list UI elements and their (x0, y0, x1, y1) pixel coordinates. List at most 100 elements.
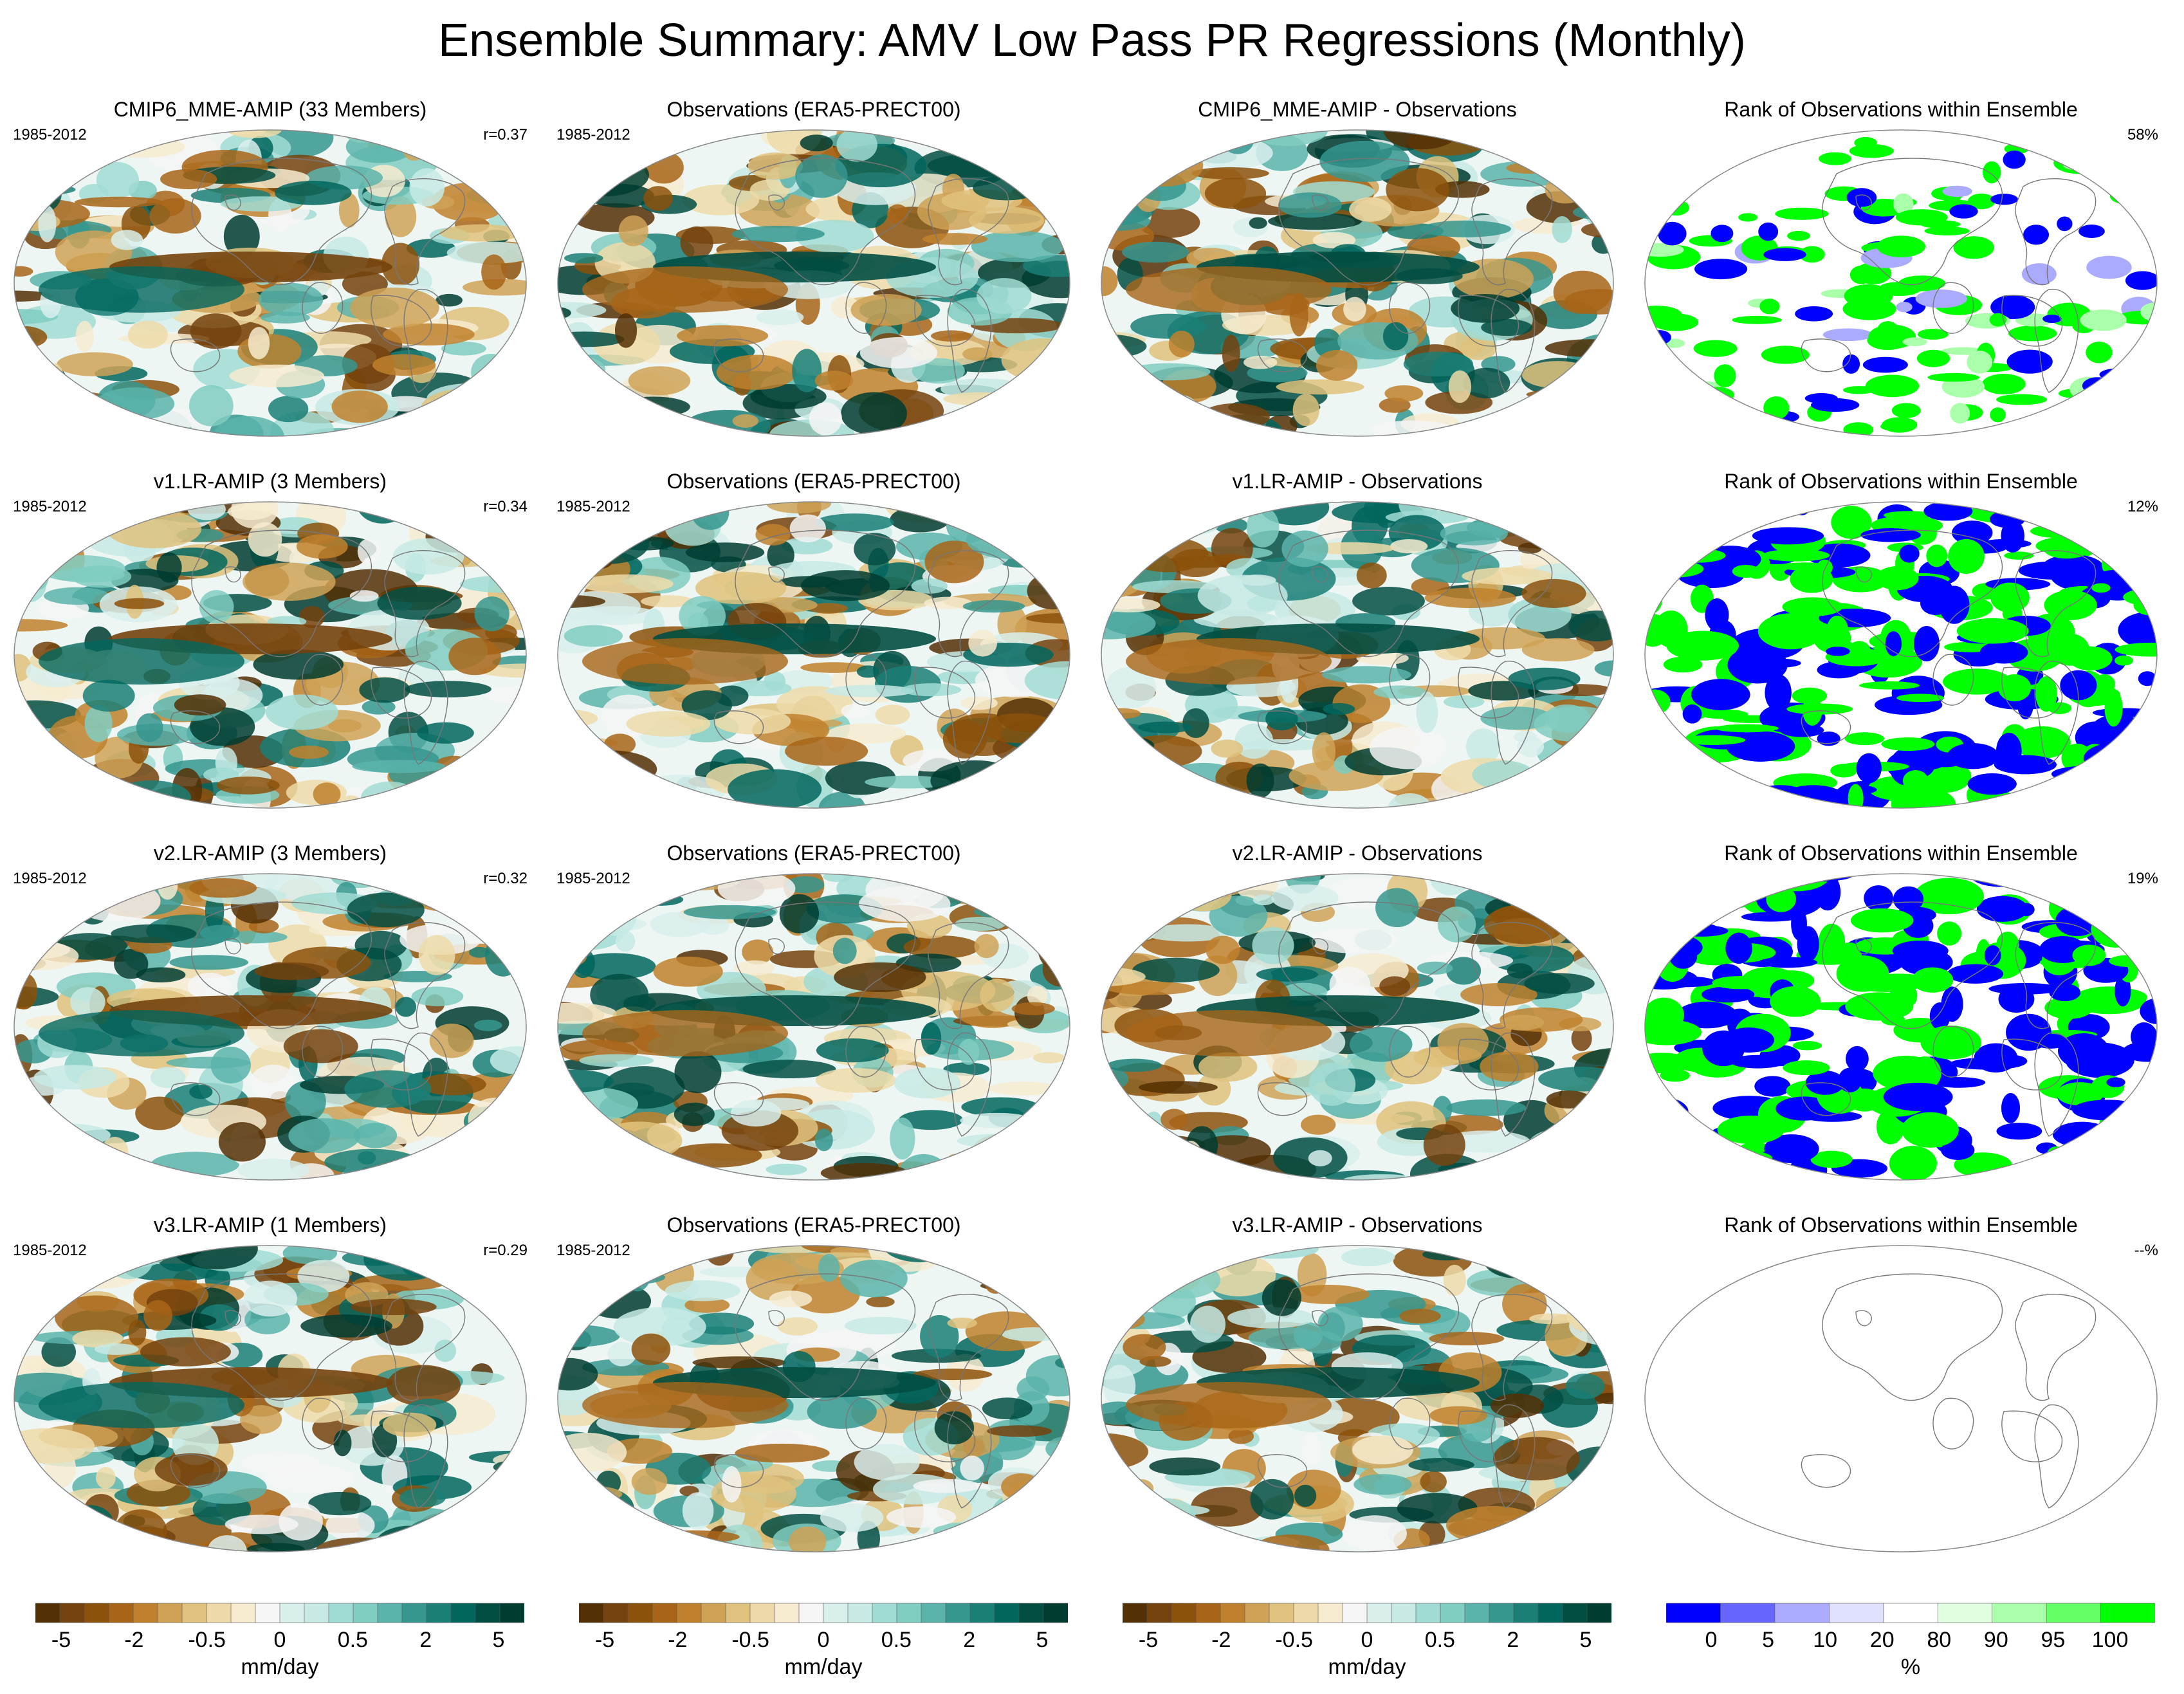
coastline (1278, 529, 1460, 658)
coastline (403, 1404, 448, 1509)
coastline (225, 566, 241, 583)
globe-outline (1644, 873, 2158, 1181)
colorbar-swatch (133, 1603, 158, 1623)
coastline (1801, 338, 1851, 373)
colorbar-swatch (725, 1603, 751, 1623)
globe-outline (14, 1245, 527, 1552)
coastline (302, 1397, 344, 1450)
panel-r1-c2: Observations (ERA5-PRECT00) 1985-2012 (550, 98, 1078, 445)
colorbar-tick-label: 0 (817, 1628, 830, 1652)
regression-map (14, 129, 527, 437)
coastline (1822, 1273, 2003, 1401)
panel-title: v2.LR-AMIP - Observations (1232, 842, 1483, 865)
coastline (928, 549, 1009, 658)
colorbar-4: 0 5 10 20 80 90 95 100% (1666, 1602, 2155, 1679)
coastline (1471, 549, 1553, 658)
coastline (170, 1082, 221, 1116)
panel-r4-c2: Observations (ERA5-PRECT00) 1985-2012 (550, 1213, 1078, 1561)
colorbar-swatch (774, 1603, 800, 1623)
period-label: 1985-2012 (13, 126, 87, 143)
coastline (768, 194, 785, 211)
coastline (1257, 1082, 1308, 1116)
coastline (735, 1273, 916, 1401)
coastline (1801, 1082, 1851, 1116)
regression-map (14, 873, 527, 1181)
coastline (403, 1032, 448, 1137)
coastline (845, 1397, 887, 1450)
colorbar-swatch (279, 1603, 305, 1623)
colorbar-unit: % (1900, 1655, 1921, 1679)
coastline (1257, 710, 1308, 744)
coastline (713, 1454, 764, 1488)
panel-r2-c3: v1.LR-AMIP - Observations (1094, 470, 1621, 817)
colorbar-swatch (304, 1603, 329, 1623)
coastline (947, 288, 992, 393)
panel-title: Observations (ERA5-PRECT00) (666, 98, 961, 121)
panel-r1-c3: CMIP6_MME-AMIP - Observations (1094, 98, 1621, 445)
coastline (1278, 158, 1460, 286)
colorbar-swatch (475, 1603, 500, 1623)
coastline (384, 1293, 466, 1401)
colorbar-swatch (230, 1603, 256, 1623)
coastline (1855, 566, 1872, 583)
coastlines (713, 158, 1009, 393)
colorbar-swatch (1366, 1603, 1392, 1623)
colorbar-tick-label: 2 (963, 1628, 976, 1652)
colorbar-swatch (1666, 1603, 1721, 1623)
coastline (845, 654, 887, 706)
colorbar-swatch (206, 1603, 232, 1623)
colorbar-swatch (1489, 1603, 1514, 1623)
regression-map (557, 501, 1070, 809)
colorbar-swatch (108, 1603, 134, 1623)
coastline (1312, 194, 1328, 211)
colorbar-tick-label: 90 (1983, 1628, 2008, 1652)
coastline (1822, 901, 2003, 1029)
colorbar-swatch (157, 1603, 183, 1623)
coastline (2015, 178, 2097, 286)
regression-map (1101, 1245, 1614, 1552)
colorbar-swatch (1269, 1603, 1294, 1623)
coastline (170, 1454, 221, 1488)
coastline (713, 1082, 764, 1116)
colorbar-unit: mm/day (1328, 1655, 1406, 1679)
colorbar-tick-label: -2 (1211, 1628, 1231, 1652)
regression-map (557, 873, 1070, 1181)
panel-title: v2.LR-AMIP (3 Members) (153, 842, 387, 865)
coastline (1389, 654, 1431, 706)
panel-title: Rank of Observations within Ensemble (1724, 470, 2078, 493)
coastline (1491, 660, 1536, 765)
globe-outline (557, 501, 1070, 809)
colorbar-swatch (823, 1603, 849, 1623)
colorbar-swatch (945, 1603, 971, 1623)
panel-title: Rank of Observations within Ensemble (1724, 842, 2078, 865)
colorbar-swatch (1829, 1603, 1884, 1623)
colorbar-swatch (1195, 1603, 1221, 1623)
coastlines (170, 1273, 466, 1509)
coastlines (713, 901, 1009, 1137)
colorbar-3: -5 -2 -0.5 0 0.5 2 5 mm/day (1123, 1602, 1611, 1679)
colorbar-tick-label: 5 (492, 1628, 505, 1652)
colorbar-tick-label: 0.5 (337, 1628, 368, 1652)
globe-outline (557, 129, 1070, 437)
period-label: 1985-2012 (13, 498, 87, 515)
colorbar-swatch (749, 1603, 775, 1623)
colorbar-tick-label: 0 (1705, 1628, 1718, 1652)
coastline (1312, 1310, 1328, 1327)
colorbar-tick-label: -0.5 (188, 1628, 226, 1652)
colorbar-tick-label: 80 (1927, 1628, 1952, 1652)
period-label: 1985-2012 (556, 1242, 630, 1259)
coastline (1491, 288, 1536, 393)
coastlines (1257, 1273, 1553, 1509)
coastline (928, 178, 1009, 286)
regression-map (1101, 501, 1614, 809)
coastline (928, 921, 1009, 1029)
coastline (1822, 529, 2003, 658)
colorbar-tick-label: 100 (2091, 1628, 2129, 1652)
coastlines (713, 529, 1009, 765)
coastline (2015, 549, 2097, 658)
coastline (1312, 566, 1328, 583)
panel-r4-c1: v3.LR-AMIP (1 Members) 1985-2012 r=0.29 (6, 1213, 534, 1561)
colorbar-swatch (1774, 1603, 1830, 1623)
coastline (1801, 710, 1851, 744)
colorbar-swatch (676, 1603, 702, 1623)
